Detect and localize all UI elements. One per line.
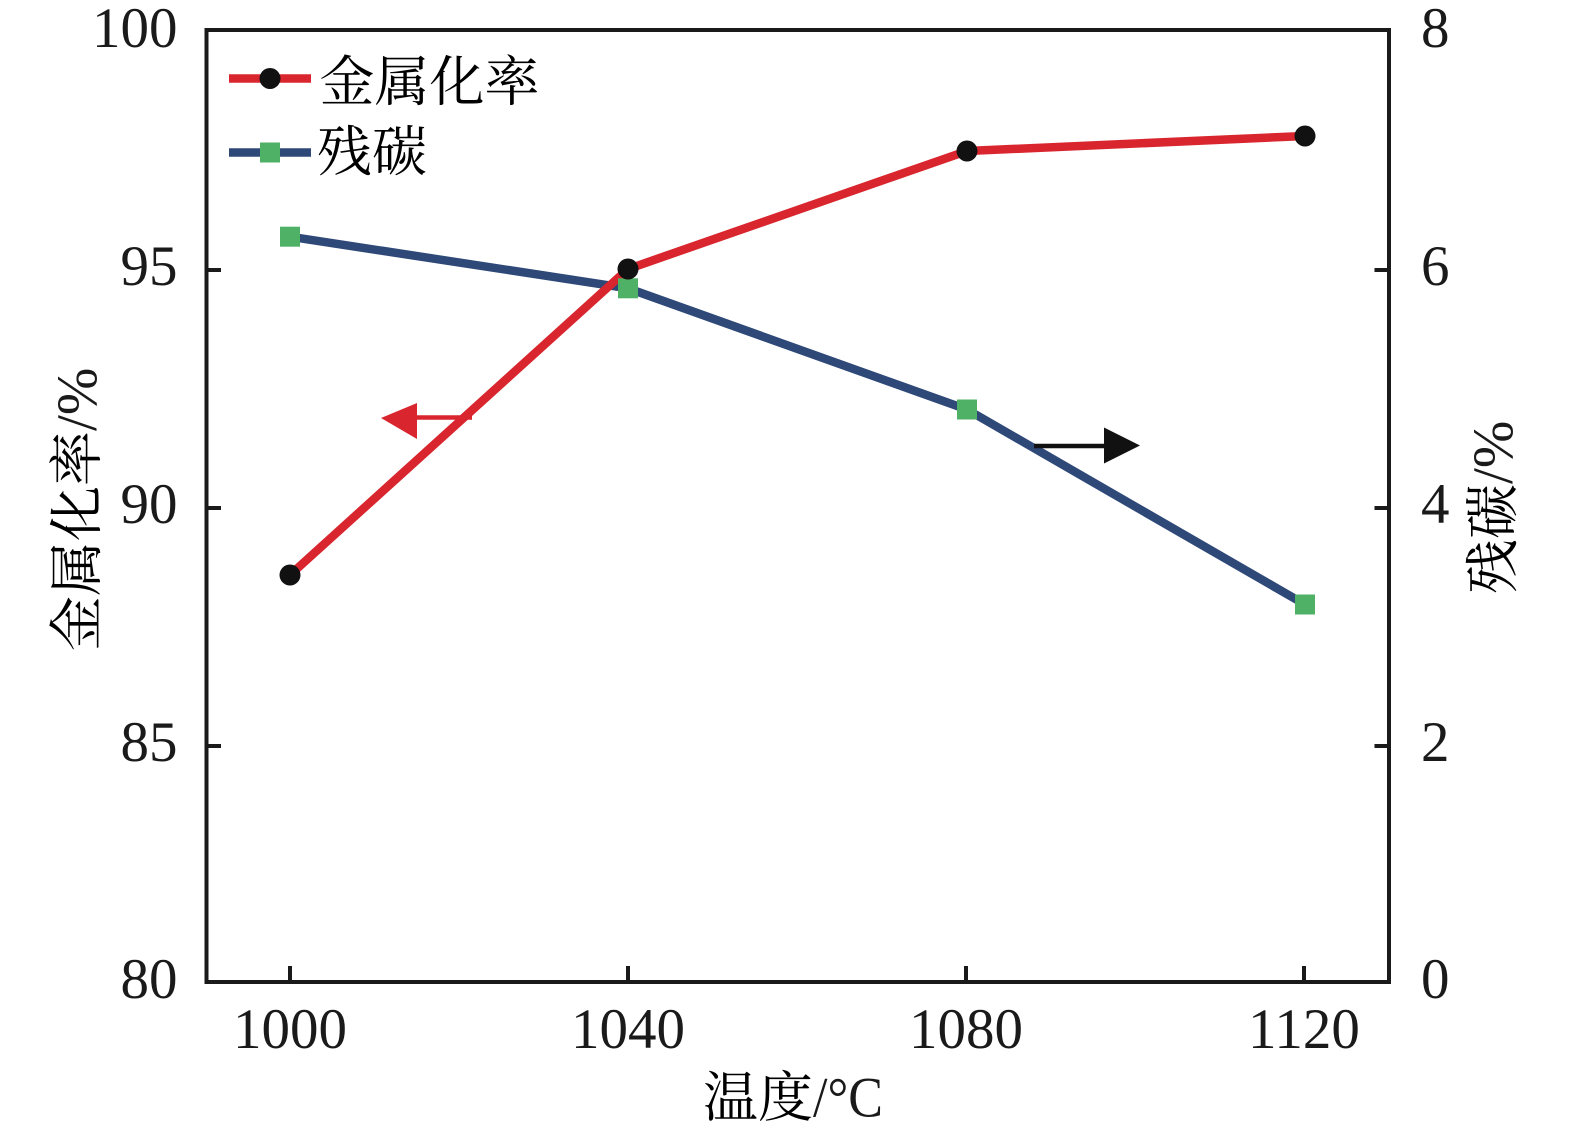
- svg-text:4: 4: [1421, 473, 1450, 536]
- svg-text:80: 80: [121, 948, 178, 1011]
- svg-text:95: 95: [121, 235, 178, 298]
- svg-text:6: 6: [1421, 235, 1450, 298]
- svg-text:100: 100: [92, 0, 178, 60]
- svg-text:1120: 1120: [1248, 998, 1360, 1061]
- svg-text:2: 2: [1421, 711, 1450, 774]
- svg-text:/°C: /°C: [813, 1067, 883, 1130]
- svg-text:/%: /%: [46, 368, 109, 431]
- svg-text:/%: /%: [1462, 421, 1525, 484]
- svg-text:90: 90: [121, 473, 178, 536]
- svg-text:0: 0: [1421, 948, 1450, 1011]
- svg-text:1000: 1000: [233, 998, 347, 1061]
- svg-text:1080: 1080: [909, 998, 1023, 1061]
- svg-text:8: 8: [1421, 0, 1450, 60]
- svg-text:85: 85: [121, 711, 178, 774]
- svg-text:1040: 1040: [571, 998, 685, 1061]
